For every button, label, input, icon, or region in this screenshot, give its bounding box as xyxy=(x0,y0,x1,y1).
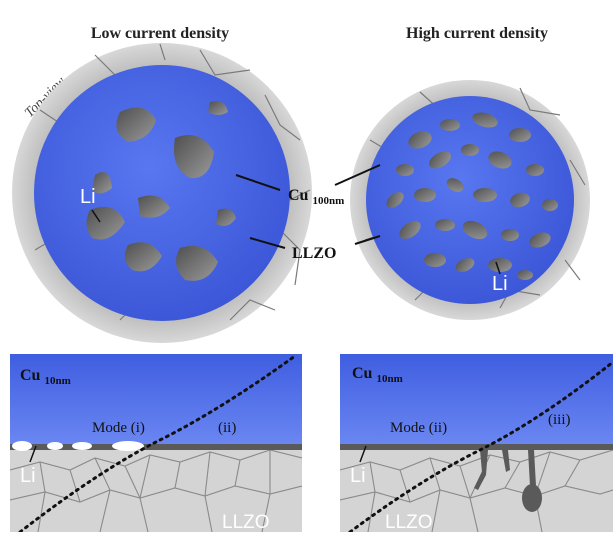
cu-pointer-left xyxy=(235,174,281,191)
title-high-current: High current density xyxy=(406,25,548,42)
li-pointer-right xyxy=(495,261,501,275)
mode-i-label: Mode (i) xyxy=(92,420,145,436)
interface-left xyxy=(10,444,302,450)
interface-right xyxy=(340,444,613,450)
llzo-label-bottom-right: LLZO xyxy=(385,512,433,532)
cu-pointer-right xyxy=(334,164,381,186)
mode-iii-label: (iii) xyxy=(548,412,571,428)
cu-layer-left xyxy=(34,65,290,321)
dotted-boundary-right xyxy=(348,360,613,532)
cu-100nm-label: Cu 100nm xyxy=(288,187,344,207)
voids-left-interface xyxy=(12,441,144,451)
mode-ii-label-left: (ii) xyxy=(218,420,236,436)
llzo-label-center: LLZO xyxy=(292,245,336,262)
mode-ii-label-right: Mode (ii) xyxy=(390,420,447,436)
cross-section-left xyxy=(10,354,302,532)
dotted-boundary-left xyxy=(18,354,297,532)
cu-10nm-label-left: Cu 10nm xyxy=(20,367,71,387)
llzo-label-bottom-left: LLZO xyxy=(222,512,270,532)
title-low-current: Low current density xyxy=(91,25,229,42)
li-pointer-left xyxy=(91,209,101,223)
llzo-pointer-left xyxy=(249,237,286,249)
left-disk: Li xyxy=(12,43,312,343)
llzo-grains-right xyxy=(340,449,613,532)
cu-10nm-layer-left xyxy=(10,354,302,444)
li-label-bottom-left: Li xyxy=(20,465,36,487)
dendrites-right xyxy=(474,450,542,512)
llzo-pointer-right xyxy=(354,235,381,245)
li-voids-right xyxy=(386,112,558,280)
llzo-grains-left xyxy=(10,449,302,532)
cu-10nm-label-right: Cu 10nm xyxy=(352,365,403,385)
li-label-bottom-right: Li xyxy=(350,465,366,487)
li-pointer-bottom-left xyxy=(29,445,37,463)
li-label-top-left: Li xyxy=(80,186,96,208)
li-label-top-right: Li xyxy=(492,273,508,295)
right-disk: Li xyxy=(350,80,590,320)
cross-section-right xyxy=(340,354,613,532)
cu-10nm-layer-right xyxy=(340,354,613,444)
li-pointer-bottom-right xyxy=(359,445,367,463)
